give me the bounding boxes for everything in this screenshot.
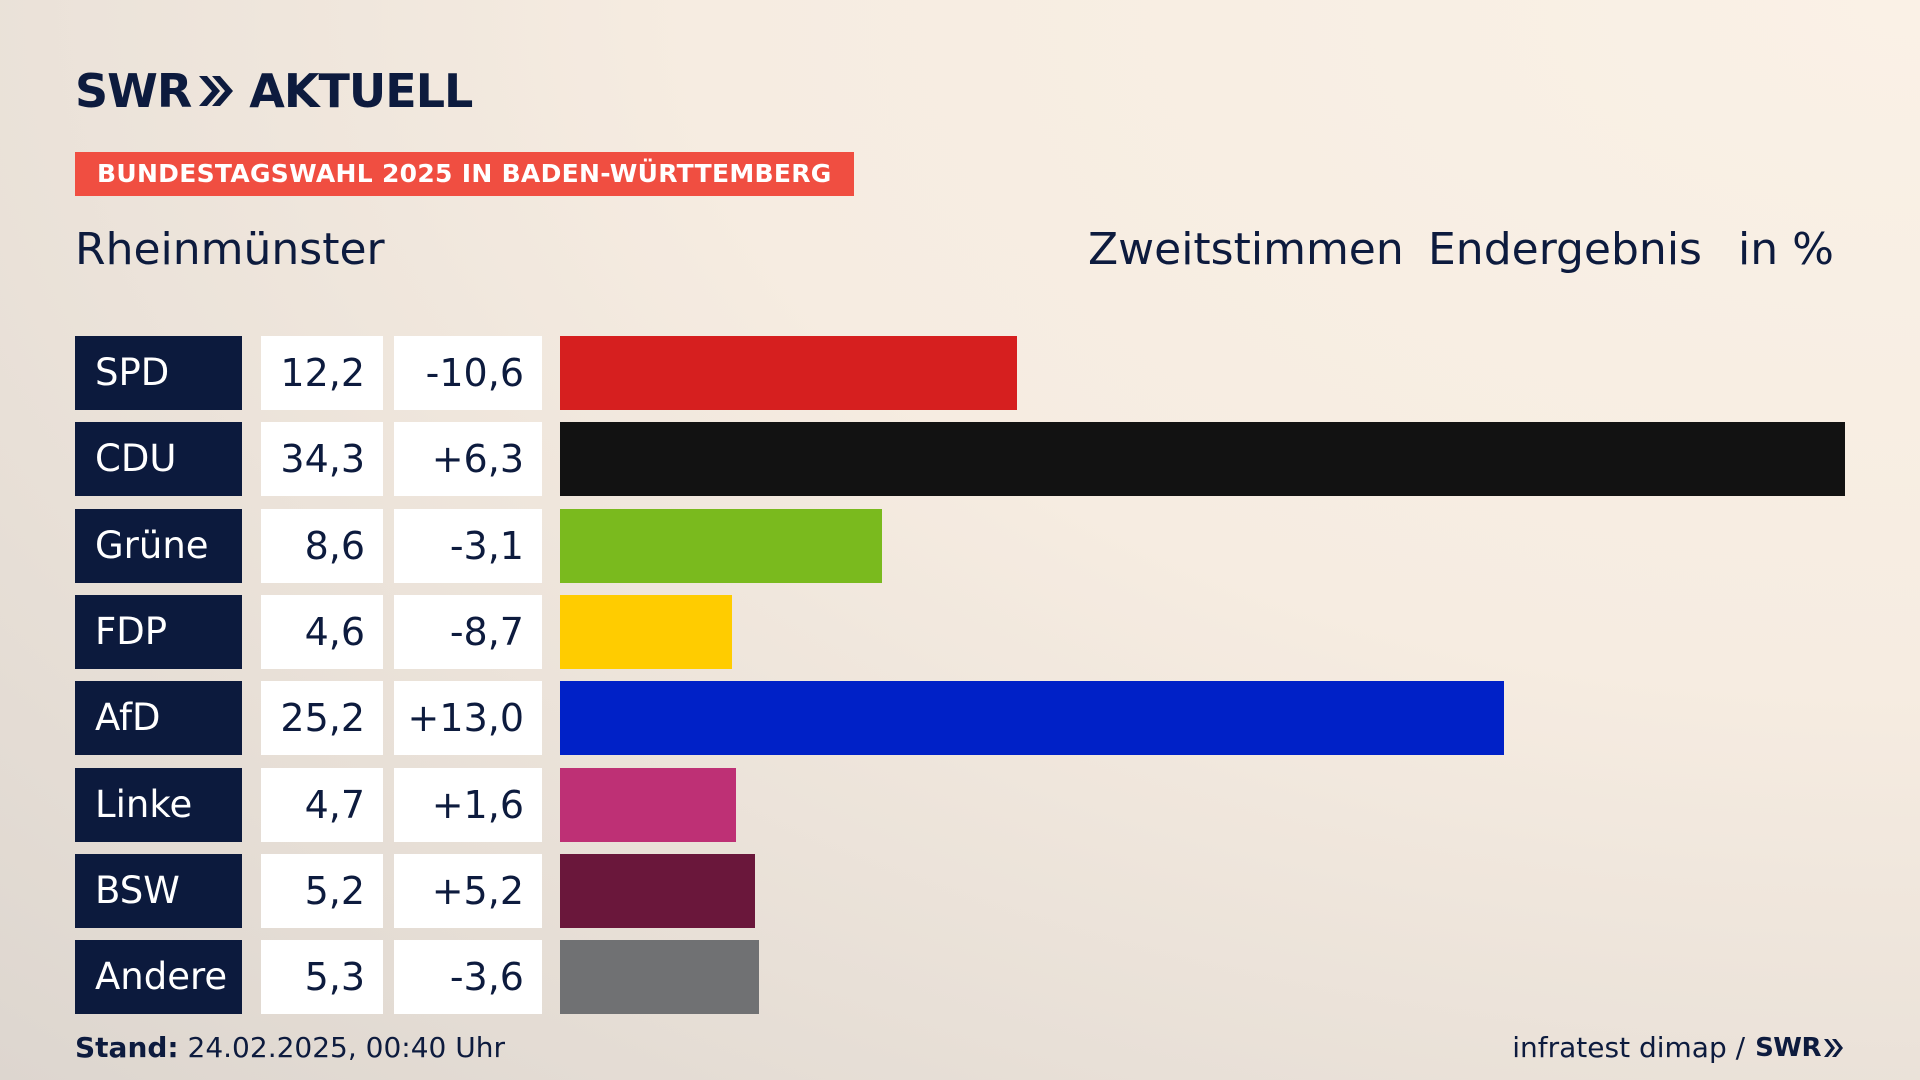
mini-double-chevron-icon [1824, 1039, 1843, 1057]
vote-share-change: +6,3 [394, 422, 542, 497]
vote-share-change: +13,0 [394, 681, 542, 756]
logo-swr-text: SWR [75, 64, 192, 118]
party-label: CDU [75, 422, 242, 497]
swr-aktuell-logo: SWR AKTUELL [75, 64, 473, 118]
header-zweitstimmen: Zweitstimmen [1088, 224, 1404, 275]
vote-share-change: +1,6 [394, 767, 542, 842]
bar-spd [560, 336, 1018, 410]
bar-linke [560, 767, 737, 842]
bar-grüne [560, 508, 883, 583]
vote-share-change: +5,2 [394, 853, 542, 928]
timestamp: Stand: 24.02.2025, 00:40 Uhr [75, 1030, 505, 1066]
double-chevron-icon [199, 76, 234, 106]
bar-cdu [560, 422, 1845, 497]
vote-share-value: 8,6 [261, 508, 383, 583]
vote-share-change: -3,1 [394, 508, 542, 583]
vote-share-value: 12,2 [261, 336, 383, 410]
party-label: Grüne [75, 508, 242, 583]
vote-share-value: 34,3 [261, 422, 383, 497]
party-label: BSW [75, 853, 242, 928]
party-label: Linke [75, 767, 242, 842]
place-title: Rheinmünster [75, 224, 385, 275]
vote-share-value: 4,6 [261, 594, 383, 669]
vote-share-change: -10,6 [394, 336, 542, 410]
logo-aktuell-text: AKTUELL [249, 64, 473, 118]
party-label: AfD [75, 681, 242, 756]
vote-share-change: -8,7 [394, 594, 542, 669]
vote-share-value: 4,7 [261, 767, 383, 842]
bar-afd [560, 681, 1505, 756]
source-credit: infratest dimap / SWR [1512, 1030, 1845, 1066]
header-endergebnis: Endergebnis [1428, 224, 1702, 275]
header-unit: in % [1738, 224, 1834, 275]
vote-share-value: 25,2 [261, 681, 383, 756]
vote-share-value: 5,2 [261, 853, 383, 928]
swr-mini-logo: SWR [1755, 1033, 1821, 1063]
party-label: Andere [75, 940, 242, 1015]
source-text: infratest dimap / [1512, 1031, 1746, 1064]
bar-fdp [560, 594, 733, 669]
vote-share-value: 5,3 [261, 940, 383, 1015]
vote-share-change: -3,6 [394, 940, 542, 1015]
bar-bsw [560, 853, 755, 928]
party-label: SPD [75, 336, 242, 410]
election-banner: BUNDESTAGSWAHL 2025 IN BADEN-WÜRTTEMBERG [75, 152, 854, 196]
bar-andere [560, 940, 759, 1015]
party-label: FDP [75, 594, 242, 669]
stand-value: 24.02.2025, 00:40 Uhr [187, 1031, 505, 1064]
stand-label: Stand: [75, 1031, 179, 1064]
